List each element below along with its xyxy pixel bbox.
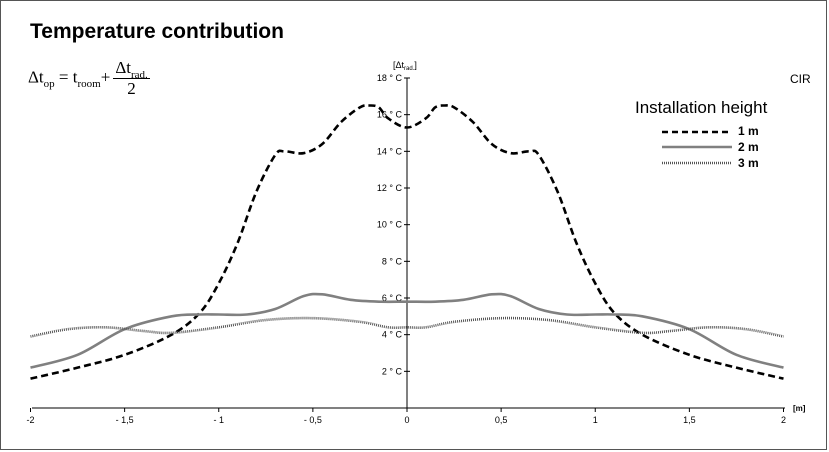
formula-denominator: 2 [127,79,136,98]
brand-label: CIR [790,72,811,86]
formula-lhs: Δt [28,67,44,87]
x-axis-title: [m] [793,404,806,413]
y-tick-label: 8 ° C [382,256,403,266]
y-tick-label: 12 ° C [377,183,403,193]
series-line-3m [30,316,784,338]
formula-num: Δt [115,58,131,77]
x-tick-label: 0 [404,415,409,425]
formula-plus: + [100,67,111,87]
formula: Δtop = troom+ Δtrad. 2 [28,58,150,99]
x-tick-label: 0,5 [495,415,508,425]
x-tick-label: - 0,5 [304,415,322,425]
x-tick-label: - 1,5 [116,415,134,425]
y-ticks: 2 ° C 4 ° C 6 ° C 8 ° C 10 ° C 12 ° C 14 ° C 16… [377,73,410,376]
axes [32,78,785,409]
y-tick-label: 2 ° C [382,366,403,376]
y-axis-title-main: [Δt [393,60,405,70]
y-tick-label: 18 ° C [377,73,403,83]
x-ticks: -2 - 1,5 - 1 - 0,5 0 0,5 1 1,5 2 [26,408,786,425]
formula-numerator: Δtrad. [113,58,150,81]
y-tick-label: 14 ° C [377,146,403,156]
series-line-1m [30,104,784,380]
y-tick-label: 16 ° C [377,110,403,120]
formula-num-sub: rad. [130,69,148,81]
formula-equals: = [58,67,69,87]
x-tick-label: - 1 [213,415,224,425]
legend-swatch-solid [662,145,732,149]
legend-label: 1 m [738,124,759,138]
legend-title: Installation height [635,98,768,117]
series-group [30,104,784,380]
y-axis-title: [Δtrad.] [393,60,417,72]
y-tick-label: 4 ° C [382,330,403,340]
formula-term: t [72,67,78,87]
y-axis-title-sub: rad. [404,66,415,72]
x-tick-label: -2 [26,415,34,425]
x-tick-label: 1 [593,415,598,425]
legend-label: 2 m [738,140,759,154]
formula-lhs-sub: op [43,78,55,91]
chart-title: Temperature contribution [30,20,284,43]
formula-term-sub: room [77,78,101,91]
legend-swatch-dotted [662,161,732,165]
formula-fraction: Δtrad. 2 [113,58,150,99]
x-tick-label: 2 [781,415,786,425]
series-line-2m [30,292,784,369]
legend-label: 3 m [738,156,759,170]
y-tick-label: 6 ° C [382,293,403,303]
x-tick-label: 1,5 [683,415,696,425]
y-axis-title-end: ] [414,60,417,70]
legend-swatch-dashed [662,130,732,134]
y-tick-label: 10 ° C [377,220,403,230]
